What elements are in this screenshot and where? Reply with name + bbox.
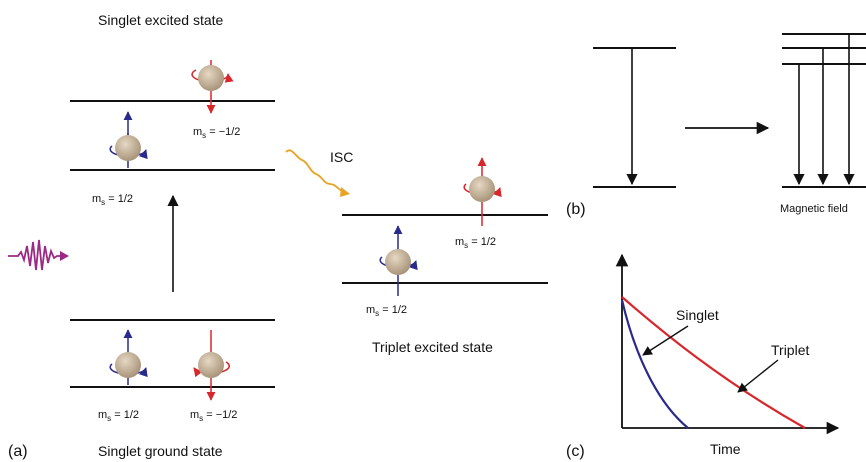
electron-sphere [198, 352, 224, 378]
ms-label-gs-right: ms = −1/2 [190, 409, 237, 423]
photon-wave-icon [8, 239, 66, 271]
spin-up-electron-triplet-bottom [379, 225, 418, 296]
panel-b: Magnetic field (b) [566, 33, 866, 218]
triplet-decay-curve [621, 296, 806, 429]
singlet-pointer [642, 325, 689, 356]
panel-a: Singlet excited state ms = −1/2 ms = 1/2 [8, 12, 548, 460]
ms-label-se-bottom: ms = 1/2 [92, 193, 133, 207]
singlet-excited-title: Singlet excited state [98, 12, 224, 28]
spin-up-electron-triplet-top [463, 157, 502, 226]
electron-sphere [469, 176, 495, 202]
electron-sphere [385, 249, 411, 275]
electron-sphere [115, 352, 141, 378]
singlet-decay-curve [620, 299, 689, 429]
photon-arrowhead [60, 251, 69, 261]
spin-down-electron-excited [191, 60, 234, 114]
ms-label-gs-left: ms = 1/2 [98, 409, 139, 423]
panel-c: Singlet Triplet Time (c) [566, 253, 840, 460]
singlet-ground-title: Singlet ground state [98, 443, 223, 459]
magnetic-field-label: Magnetic field [780, 203, 848, 215]
ms-label-te-top: ms = 1/2 [455, 236, 496, 250]
ms-label-se-top: ms = −1/2 [193, 126, 240, 140]
isc-arrowhead [340, 187, 350, 197]
electron-sphere [198, 65, 224, 91]
panel-a-label: (a) [8, 443, 28, 460]
electron-sphere [115, 135, 141, 161]
ms-label-te-bottom: ms = 1/2 [366, 304, 407, 318]
isc-label: ISC [330, 149, 353, 165]
panel-b-label: (b) [566, 201, 586, 218]
triplet-pointer [737, 359, 779, 393]
isc-wave-icon [285, 149, 345, 193]
panel-c-label: (c) [566, 443, 585, 460]
spin-up-electron-excited [109, 111, 148, 168]
x-axis-label: Time [710, 441, 741, 457]
singlet-label: Singlet [676, 307, 719, 323]
spin-up-electron-ground [109, 329, 148, 385]
triplet-excited-title: Triplet excited state [372, 339, 493, 355]
spin-down-electron-ground [193, 330, 230, 401]
triplet-label: Triplet [771, 342, 809, 358]
